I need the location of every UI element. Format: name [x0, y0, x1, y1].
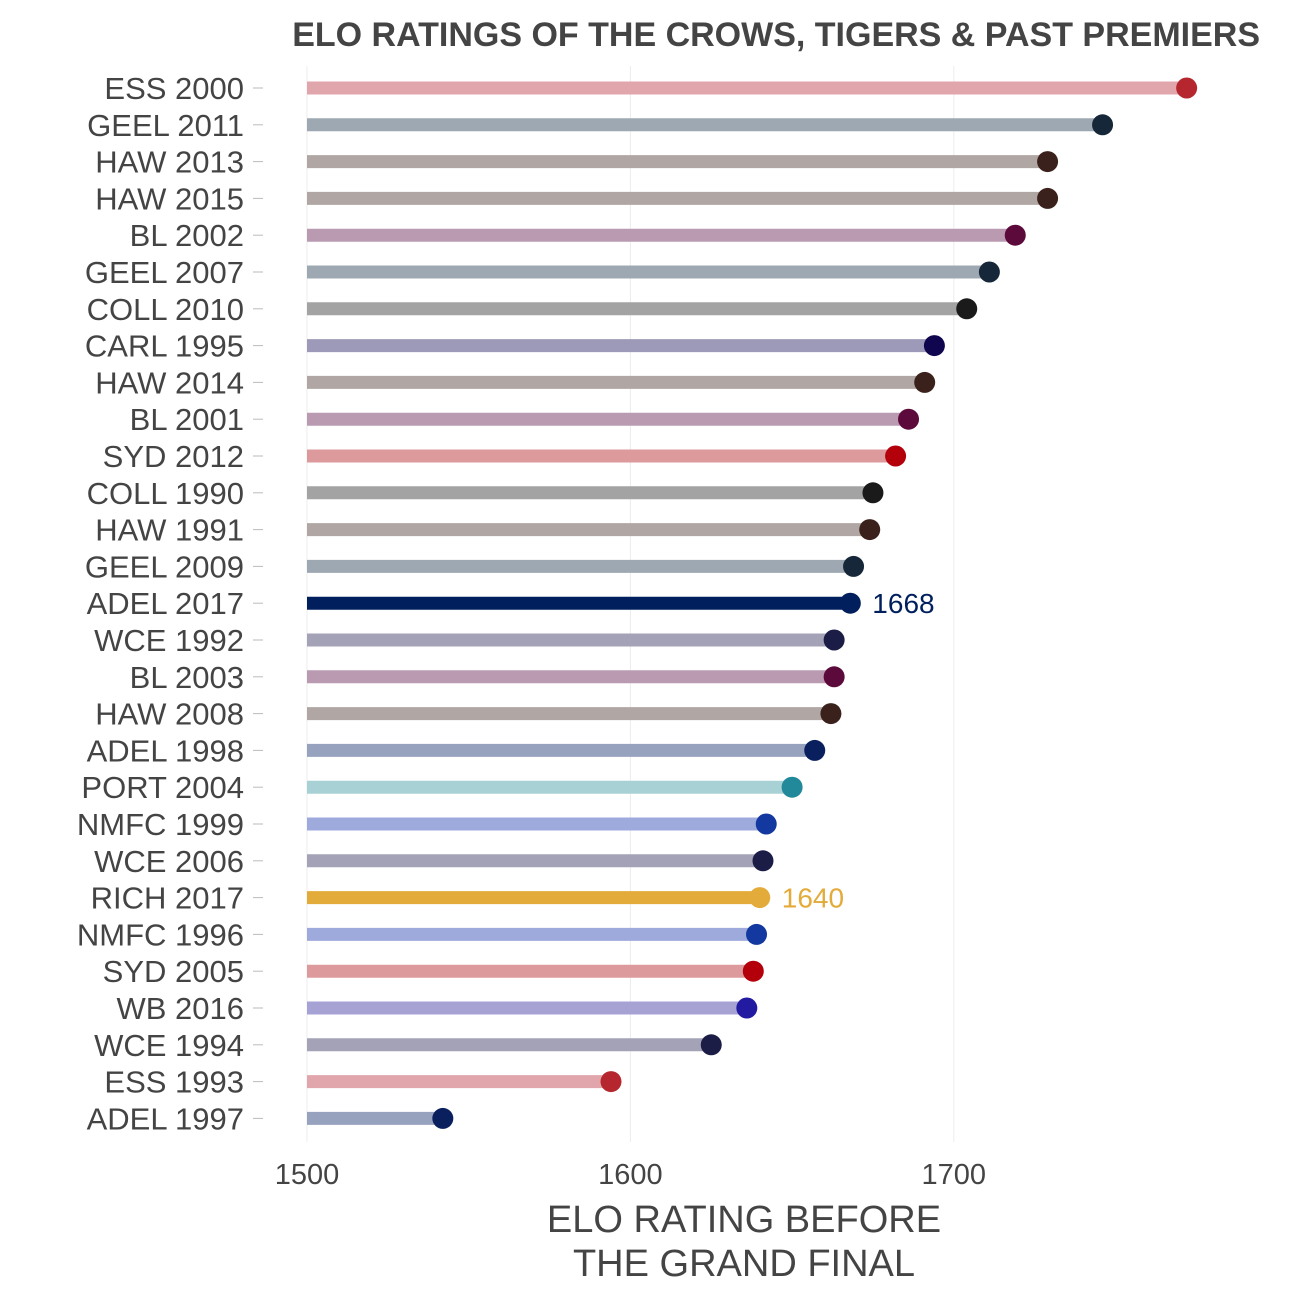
y-label-syd-2012: SYD 2012: [103, 439, 244, 474]
y-label-wce-1992: WCE 1992: [94, 623, 244, 658]
y-label-wce-1994: WCE 1994: [94, 1028, 244, 1063]
x-axis-ticks: 1500 1600 1700: [275, 1159, 986, 1191]
dot-coll-1990: [862, 482, 884, 504]
x-tick-label-1500: 1500: [275, 1159, 340, 1191]
dot-haw-2015: [1037, 187, 1059, 209]
dot-bl-2003: [823, 666, 845, 688]
value-label-adel-2017: 1668: [872, 588, 934, 619]
dot-nmfc-1999: [755, 813, 777, 835]
y-label-wce-2006: WCE 2006: [94, 844, 244, 879]
x-tick-label-1700: 1700: [922, 1159, 987, 1191]
dot-wce-1994: [700, 1034, 722, 1056]
y-label-coll-2010: COLL 2010: [87, 292, 244, 327]
y-label-ess-1993: ESS 1993: [104, 1065, 244, 1100]
dot-haw-1991: [859, 519, 881, 541]
dot-carl-1995: [923, 335, 945, 357]
y-label-port-2004: PORT 2004: [81, 770, 244, 805]
y-label-bl-2001: BL 2001: [130, 402, 244, 437]
dot-bl-2002: [1004, 224, 1026, 246]
dot-syd-2005: [742, 960, 764, 982]
dot-adel-1997: [432, 1107, 454, 1129]
value-label-rich-2017: 1640: [782, 883, 844, 914]
y-label-rich-2017: RICH 2017: [91, 881, 244, 916]
y-label-adel-1998: ADEL 1998: [87, 733, 244, 768]
dot-coll-2010: [956, 298, 978, 320]
dot-wce-1992: [823, 629, 845, 651]
dot-adel-2017: [839, 592, 861, 614]
y-label-haw-2015: HAW 2015: [95, 181, 244, 216]
y-label-ess-2000: ESS 2000: [104, 71, 244, 106]
dot-geel-2007: [978, 261, 1000, 283]
dot-ess-1993: [600, 1071, 622, 1093]
y-label-syd-2005: SYD 2005: [103, 954, 244, 989]
dot-syd-2012: [885, 445, 907, 467]
dot-geel-2011: [1092, 114, 1114, 136]
dot-port-2004: [781, 776, 803, 798]
dot-geel-2009: [843, 555, 865, 577]
dot-haw-2014: [914, 371, 936, 393]
x-axis-title-line-1: ELO RATING BEFORE: [547, 1199, 941, 1241]
x-tick-label-1600: 1600: [598, 1159, 663, 1191]
y-label-haw-2013: HAW 2013: [95, 145, 244, 180]
y-label-wb-2016: WB 2016: [116, 991, 244, 1026]
dot-wce-2006: [752, 850, 774, 872]
y-label-adel-1997: ADEL 1997: [87, 1101, 244, 1136]
y-label-bl-2002: BL 2002: [130, 218, 244, 253]
dot-wb-2016: [736, 997, 758, 1019]
dot-bl-2001: [898, 408, 920, 430]
y-label-nmfc-1996: NMFC 1996: [77, 917, 244, 952]
y-label-haw-2008: HAW 2008: [95, 697, 244, 732]
y-label-haw-1991: HAW 1991: [95, 513, 244, 548]
y-label-geel-2011: GEEL 2011: [87, 108, 244, 143]
dot-adel-1998: [804, 739, 826, 761]
chart-title: ELO RATINGS OF THE CROWS, TIGERS & PAST …: [292, 16, 1260, 54]
dot-rich-2017: [749, 887, 771, 909]
dot-ess-2000: [1176, 77, 1198, 99]
y-label-adel-2017: ADEL 2017: [87, 586, 244, 621]
dot-nmfc-1996: [746, 923, 768, 945]
y-label-coll-1990: COLL 1990: [87, 476, 244, 511]
y-label-geel-2007: GEEL 2007: [85, 255, 244, 290]
dot-haw-2013: [1037, 151, 1059, 173]
y-label-nmfc-1999: NMFC 1999: [77, 807, 244, 842]
y-label-bl-2003: BL 2003: [130, 660, 244, 695]
y-label-haw-2014: HAW 2014: [95, 365, 244, 400]
dot-haw-2008: [820, 703, 842, 725]
x-axis-title-line-2: THE GRAND FINAL: [573, 1243, 915, 1285]
y-label-carl-1995: CARL 1995: [85, 329, 244, 364]
lollipop-marks: 1668 1640: [307, 77, 1198, 1129]
y-label-geel-2009: GEEL 2009: [85, 549, 244, 584]
